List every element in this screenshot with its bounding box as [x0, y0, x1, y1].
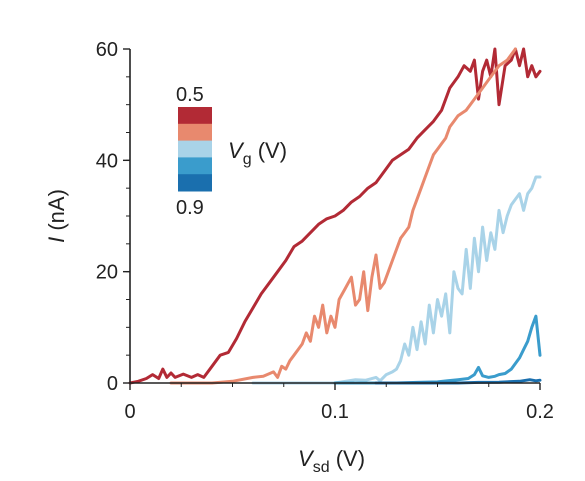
series-line-1: [169, 47, 517, 385]
legend-color-swatch: [178, 123, 212, 142]
series-line-0: [128, 47, 542, 385]
y-axis-label: I (nA): [44, 189, 69, 243]
x-tick-label: 0.1: [321, 401, 349, 423]
legend-color-swatch: [178, 174, 212, 192]
y-tick-label: 20: [96, 262, 118, 284]
ticks: 0 0.1 0.2 0 20 40 60: [96, 39, 554, 423]
series-line-2: [251, 175, 542, 385]
x-axis-label: Vsd (V): [298, 446, 365, 476]
legend-title: Vg (V): [228, 138, 287, 168]
x-tick-label: 0: [124, 401, 135, 423]
legend-color-swatch: [178, 157, 212, 175]
x-tick-label: 0.2: [526, 401, 554, 423]
series-line-3: [333, 314, 542, 385]
y-tick-label: 60: [96, 39, 118, 61]
series-layer: [128, 47, 542, 385]
legend-colorbar: [178, 107, 212, 192]
legend-top-label: 0.5: [176, 84, 204, 106]
legend: 0.5 0.9 Vg (V): [176, 84, 287, 219]
y-tick-label: 40: [96, 150, 118, 172]
y-tick-label: 0: [107, 373, 118, 395]
legend-color-swatch: [178, 107, 212, 125]
legend-bottom-label: 0.9: [176, 197, 204, 219]
legend-color-swatch: [178, 140, 212, 158]
